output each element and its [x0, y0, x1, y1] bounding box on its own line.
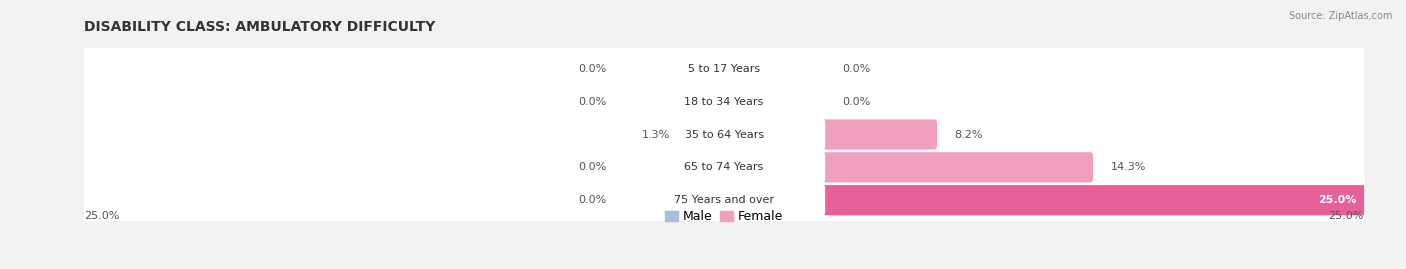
- FancyBboxPatch shape: [77, 176, 1371, 225]
- Legend: Male, Female: Male, Female: [661, 205, 787, 228]
- FancyBboxPatch shape: [714, 152, 727, 182]
- FancyBboxPatch shape: [77, 44, 1371, 93]
- FancyBboxPatch shape: [721, 87, 734, 117]
- Text: 0.0%: 0.0%: [578, 195, 606, 205]
- FancyBboxPatch shape: [714, 185, 727, 215]
- Text: 0.0%: 0.0%: [578, 64, 606, 74]
- FancyBboxPatch shape: [721, 185, 1367, 215]
- Text: 14.3%: 14.3%: [1111, 162, 1146, 172]
- FancyBboxPatch shape: [77, 77, 1371, 126]
- Text: 18 to 34 Years: 18 to 34 Years: [685, 97, 763, 107]
- Text: 65 to 74 Years: 65 to 74 Years: [685, 162, 763, 172]
- Text: 0.0%: 0.0%: [578, 162, 606, 172]
- Text: DISABILITY CLASS: AMBULATORY DIFFICULTY: DISABILITY CLASS: AMBULATORY DIFFICULTY: [84, 20, 436, 34]
- FancyBboxPatch shape: [721, 54, 734, 84]
- FancyBboxPatch shape: [688, 119, 727, 150]
- Text: 25.0%: 25.0%: [1317, 195, 1357, 205]
- Text: 0.0%: 0.0%: [578, 97, 606, 107]
- Text: 25.0%: 25.0%: [1329, 211, 1364, 221]
- Text: 5 to 17 Years: 5 to 17 Years: [688, 64, 761, 74]
- Text: 0.0%: 0.0%: [842, 97, 870, 107]
- Text: 0.0%: 0.0%: [842, 64, 870, 74]
- FancyBboxPatch shape: [721, 152, 1092, 182]
- Text: 8.2%: 8.2%: [955, 129, 983, 140]
- FancyBboxPatch shape: [623, 52, 825, 85]
- FancyBboxPatch shape: [623, 184, 825, 217]
- FancyBboxPatch shape: [623, 151, 825, 184]
- FancyBboxPatch shape: [77, 110, 1371, 159]
- FancyBboxPatch shape: [721, 119, 936, 150]
- Text: 75 Years and over: 75 Years and over: [673, 195, 775, 205]
- FancyBboxPatch shape: [623, 118, 825, 151]
- Text: 25.0%: 25.0%: [84, 211, 120, 221]
- Text: 1.3%: 1.3%: [643, 129, 671, 140]
- FancyBboxPatch shape: [77, 143, 1371, 192]
- Text: 35 to 64 Years: 35 to 64 Years: [685, 129, 763, 140]
- FancyBboxPatch shape: [714, 87, 727, 117]
- FancyBboxPatch shape: [623, 85, 825, 118]
- FancyBboxPatch shape: [714, 54, 727, 84]
- Text: Source: ZipAtlas.com: Source: ZipAtlas.com: [1288, 11, 1392, 21]
